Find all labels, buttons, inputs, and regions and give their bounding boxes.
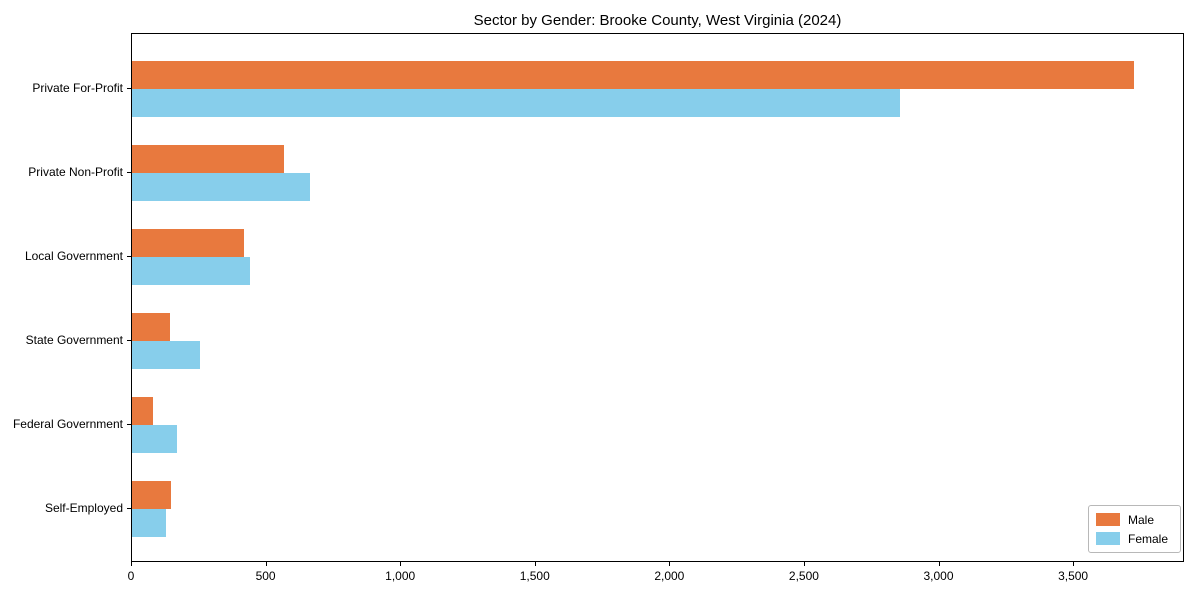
y-axis-label-3: State Government [25,333,123,347]
y-tick-4 [127,424,131,425]
legend-item-female: Female [1096,532,1173,546]
bar-female-4 [132,425,177,453]
legend-swatch-male [1096,513,1120,526]
y-tick-1 [127,172,131,173]
y-axis-label-2: Local Government [24,249,123,263]
bar-male-4 [132,397,153,425]
bar-male-0 [132,61,1135,89]
bar-male-1 [132,145,284,173]
legend-label-female: Female [1128,531,1169,546]
x-tick-label-7: 3,500 [1058,569,1089,583]
x-tick-label-6: 3,000 [923,569,954,583]
bar-male-2 [132,229,244,257]
x-tick-0 [131,562,132,566]
bar-female-2 [132,257,250,285]
x-tick-4 [669,562,671,566]
y-tick-3 [127,340,131,341]
legend-item-male: Male [1096,513,1173,527]
x-tick-label-0: 0 [127,569,135,583]
plot-area [131,33,1184,562]
y-tick-2 [127,256,131,257]
legend-swatch-female [1096,532,1120,545]
bar-male-5 [132,481,171,509]
bar-female-0 [132,89,900,117]
y-axis-label-5: Self-Employed [44,501,123,515]
x-tick-label-2: 1,000 [385,569,416,583]
legend: Male Female [1088,505,1181,553]
y-tick-0 [127,88,131,89]
x-tick-7 [1073,562,1075,566]
x-tick-5 [803,562,805,566]
y-axis-label-0: Private For-Profit [32,81,123,95]
bar-female-3 [132,341,200,369]
x-tick-1 [265,562,267,566]
x-tick-2 [400,562,402,566]
x-tick-6 [938,562,940,566]
x-tick-label-1: 500 [255,569,276,583]
bar-female-1 [132,173,310,201]
y-axis-label-4: Federal Government [12,417,123,431]
legend-label-male: Male [1128,512,1155,527]
x-tick-label-5: 2,500 [788,569,819,583]
x-tick-label-3: 1,500 [519,569,550,583]
chart-title: Sector by Gender: Brooke County, West Vi… [473,12,842,29]
y-tick-5 [127,508,131,509]
x-tick-label-4: 2,000 [654,569,685,583]
y-axis-label-1: Private Non-Profit [28,165,123,179]
bar-female-5 [132,509,166,537]
x-tick-3 [534,562,536,566]
bar-male-3 [132,313,170,341]
